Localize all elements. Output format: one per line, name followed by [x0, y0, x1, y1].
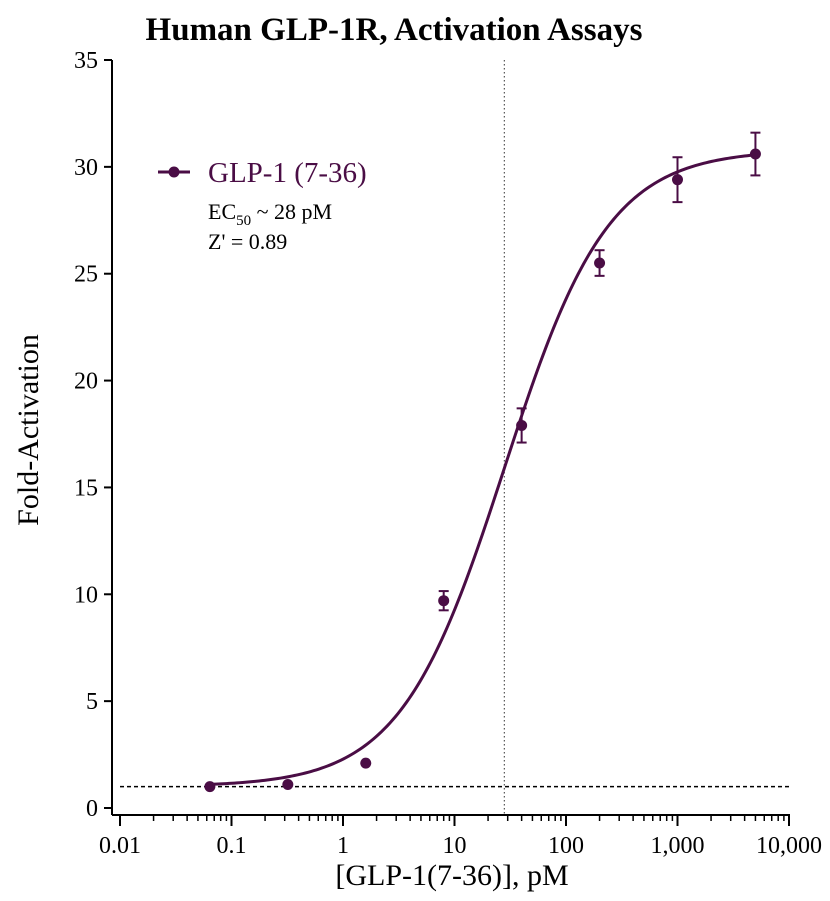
x-tick-label: 0.1: [217, 833, 247, 859]
ec50-prefix: EC: [208, 199, 236, 224]
y-tick-label: 30: [74, 155, 98, 181]
x-tick-label: 10,000: [756, 833, 822, 859]
y-tick-label: 10: [74, 582, 98, 608]
x-tick-label: 0.01: [99, 833, 141, 859]
zprime-annotation: Z' = 0.89: [208, 229, 287, 254]
x-tick-label: 1: [337, 833, 349, 859]
chart-title: Human GLP-1R, Activation Assays: [146, 12, 643, 48]
y-axis-label: Fold-Activation: [12, 334, 45, 526]
x-tick-label: 1,000: [651, 833, 705, 859]
data-point: [204, 781, 216, 793]
data-point: [594, 257, 606, 269]
fit-curve: [209, 153, 756, 786]
y-tick-label: 20: [74, 369, 98, 395]
ec50-suffix: ~ 28 pM: [251, 199, 332, 224]
data-point: [282, 778, 294, 790]
legend-label: GLP-1 (7-36): [208, 157, 367, 189]
y-tick-label: 25: [74, 262, 98, 288]
y-tick-label: 0: [86, 796, 98, 822]
data-point: [438, 595, 450, 607]
error-bars: [438, 131, 761, 612]
x-tick-label: 10: [443, 833, 467, 859]
ec50-annotation: EC50 ~ 28 pM: [208, 199, 332, 229]
legend: GLP-1 (7-36): [158, 157, 367, 189]
x-axis-ticks: 0.01 0.1 1 10 100 1,000 10,000: [99, 815, 822, 859]
y-tick-label: 35: [74, 48, 98, 74]
y-axis-ticks: 0 5 10 15 20 25 30 35: [74, 48, 112, 822]
data-points: [204, 148, 761, 793]
ec50-subscript: 50: [236, 213, 251, 229]
data-point: [516, 419, 528, 431]
x-axis-label: [GLP-1(7-36)], pM: [335, 859, 568, 892]
data-point: [749, 148, 761, 160]
y-tick-label: 15: [74, 475, 98, 501]
x-tick-label: 100: [548, 833, 584, 859]
data-point: [360, 757, 372, 769]
legend-marker: [168, 166, 180, 178]
data-point: [672, 174, 683, 186]
y-tick-label: 5: [86, 689, 98, 715]
reference-lines: [120, 60, 789, 815]
